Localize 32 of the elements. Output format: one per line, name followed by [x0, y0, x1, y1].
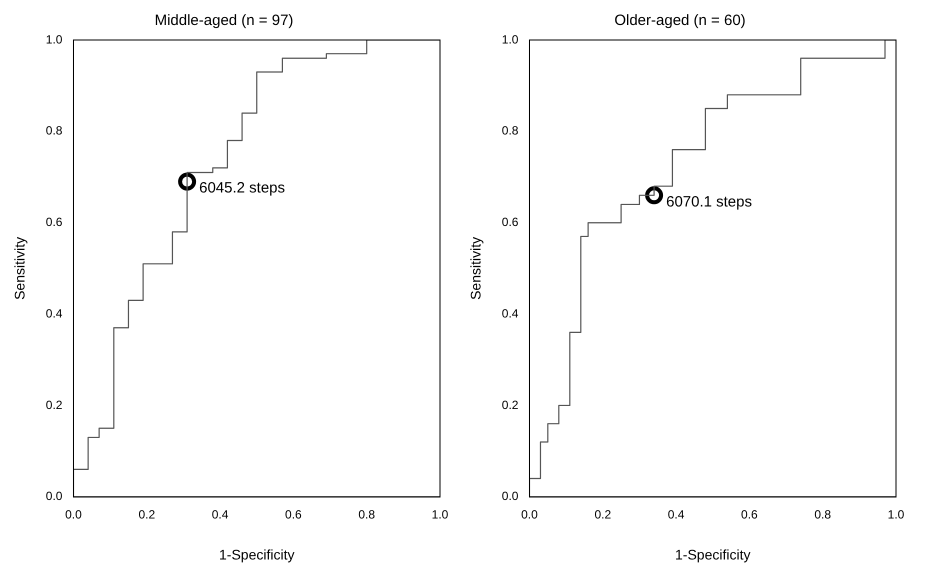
y-tick-label: 1.0 — [502, 32, 519, 46]
annotation: 6045.2 steps — [199, 180, 286, 197]
x-tick-label: 0.0 — [521, 507, 538, 522]
x-tick-label: 0.2 — [138, 507, 156, 522]
y-tick-label: 0.2 — [46, 398, 63, 412]
x-tick-label: 0.0 — [65, 507, 82, 522]
chart-title: Middle-aged (n = 97) — [154, 12, 294, 30]
y-tick-label: 0.4 — [46, 306, 63, 320]
x-tick-label: 0.4 — [212, 507, 229, 522]
x-tick-label: 1.0 — [432, 507, 449, 522]
annotation: 6070.1 steps — [666, 193, 752, 210]
x-tick-label: 0.6 — [285, 507, 302, 522]
x-tick-label: 0.8 — [358, 507, 376, 522]
x-tick-label: 1.0 — [888, 507, 905, 522]
y-tick-label: 0.6 — [502, 215, 519, 230]
x-axis-title: 1-Specificity — [675, 546, 750, 562]
y-axis-title: Sensitivity — [467, 236, 484, 300]
x-tick-label: 0.6 — [741, 507, 758, 522]
y-tick-label: 0.6 — [46, 215, 63, 230]
y-tick-label: 0.8 — [502, 124, 519, 138]
y-tick-label: 0.2 — [502, 398, 519, 412]
x-tick-label: 0.8 — [814, 507, 832, 522]
y-tick-label: 0.8 — [46, 124, 63, 138]
y-tick-label: 0.0 — [502, 489, 519, 504]
y-tick-label: 0.0 — [46, 489, 63, 504]
y-axis-title: Sensitivity — [11, 236, 28, 300]
y-tick-label: 1.0 — [46, 32, 63, 46]
x-axis-title: 1-Specificity — [219, 546, 294, 562]
y-tick-label: 0.4 — [502, 306, 519, 320]
x-tick-label: 0.2 — [594, 507, 612, 522]
x-tick-label: 0.4 — [668, 507, 685, 522]
chart-title: Older-aged (n = 60) — [614, 12, 746, 30]
